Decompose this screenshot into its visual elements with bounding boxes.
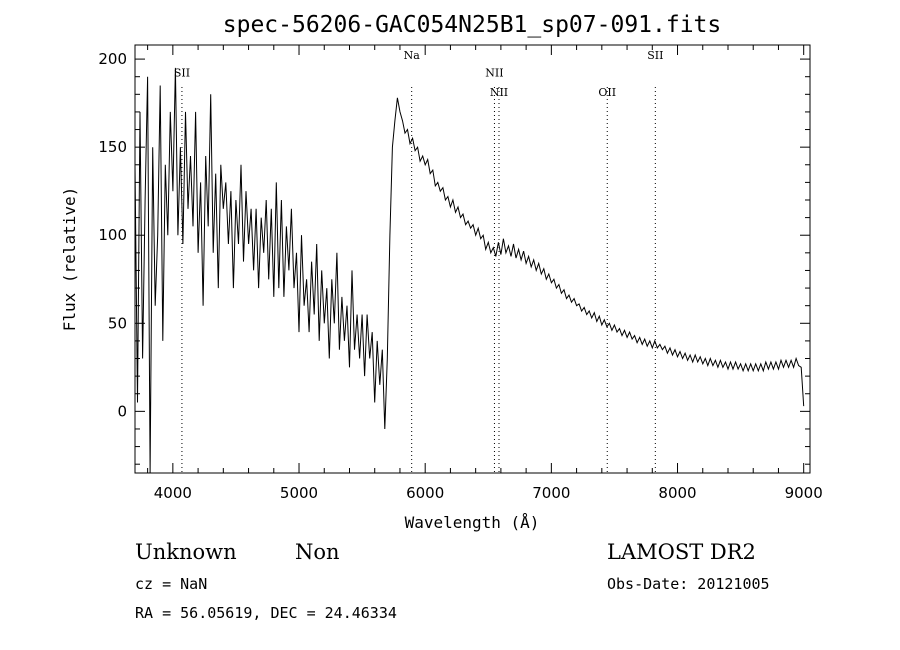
redshift-text: cz = NaN: [135, 575, 208, 593]
y-tick-label: 150: [98, 138, 127, 156]
x-axis-label: Wavelength (Å): [405, 513, 540, 532]
coordinates-text: RA = 56.05619, DEC = 24.46334: [135, 604, 397, 622]
x-tick-label: 8000: [658, 484, 696, 502]
subclass: Non: [295, 540, 340, 564]
x-tick-label: 5000: [280, 484, 318, 502]
x-tick-label: 9000: [785, 484, 823, 502]
obs-date: Obs-Date: 20121005: [607, 575, 770, 593]
y-tick-label: 50: [108, 314, 127, 332]
spectral-line-label: SII: [174, 67, 190, 80]
y-axis-label: Flux (relative): [60, 187, 79, 332]
x-tick-label: 4000: [154, 484, 192, 502]
spectrum-series-line: [134, 67, 805, 474]
x-tick-label: 6000: [406, 484, 444, 502]
survey-name: LAMOST DR2: [607, 540, 756, 564]
plot-frame: [134, 44, 811, 474]
classification: Unknown: [135, 540, 237, 564]
spectral-line-label: NII: [485, 67, 503, 80]
spectral-line-label: SII: [647, 49, 663, 62]
y-tick-label: 100: [98, 226, 127, 244]
x-tick-label: 7000: [532, 484, 570, 502]
spectral-line-label: Na: [404, 49, 421, 62]
chart-title: spec-56206-GAC054N25B1_sp07-091.fits: [223, 12, 722, 38]
y-tick-label: 0: [117, 402, 127, 420]
spectral-line-label: OII: [598, 86, 616, 99]
spectral-line-label: NII: [490, 86, 508, 99]
y-tick-label: 200: [98, 50, 127, 68]
